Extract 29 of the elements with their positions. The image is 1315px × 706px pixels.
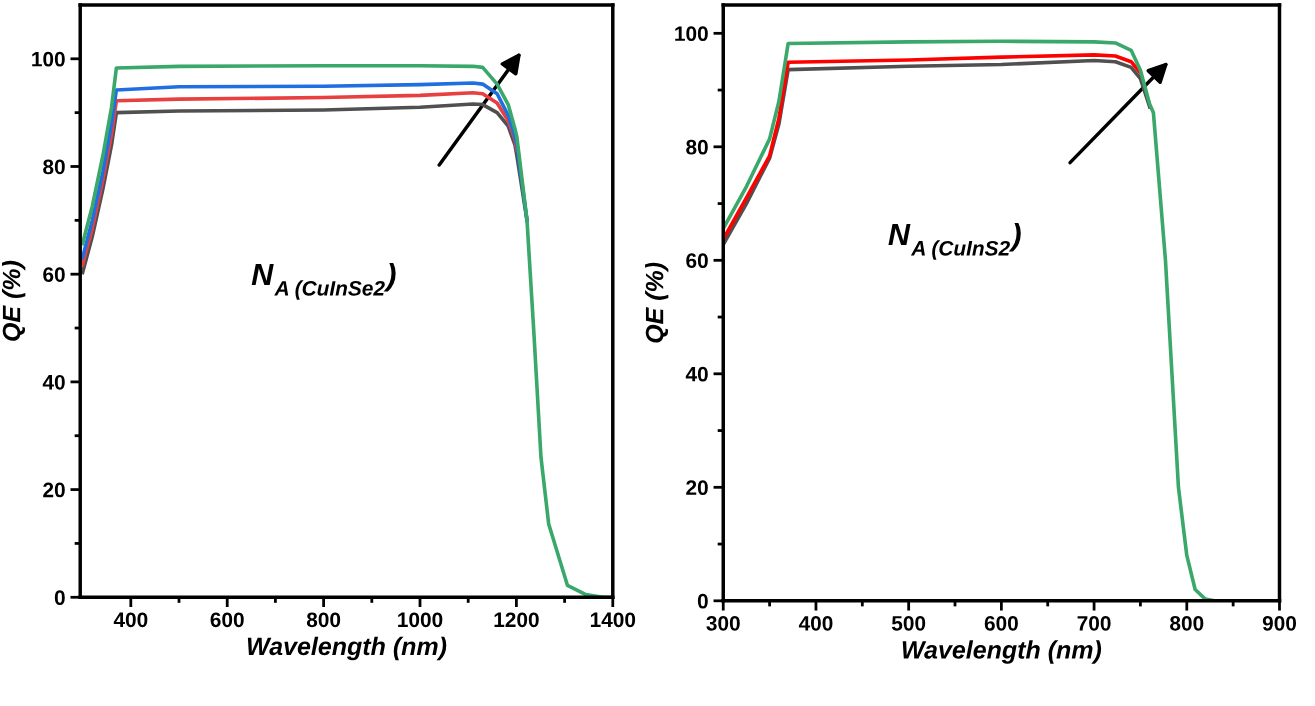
y-tick-label: 0 xyxy=(54,590,65,606)
y-tick-label: 40 xyxy=(42,374,65,390)
x-tick-label: 1000 xyxy=(398,612,443,628)
y-tick-label: 20 xyxy=(686,480,708,496)
x-tick-label: 600 xyxy=(210,612,244,628)
x-tick-label: 1200 xyxy=(494,612,539,628)
y-tick-label: 60 xyxy=(43,267,65,282)
y-tick-label: 80 xyxy=(686,139,708,155)
x-tick-label: 800 xyxy=(306,612,341,628)
x-axis-title: Wavelength (nm) xyxy=(247,636,447,661)
y-axis-title: QE (%) xyxy=(2,260,26,341)
y-tick-label: 60 xyxy=(686,253,708,269)
y-tick-label: 0 xyxy=(697,593,708,609)
y-axis-title: QE (%) xyxy=(645,262,669,343)
x-tick-label: 400 xyxy=(113,612,148,628)
y-tick-label: 80 xyxy=(43,159,65,175)
x-axis-title: Wavelength (nm) xyxy=(902,640,1102,664)
x-tick-label: 1400 xyxy=(590,612,636,628)
y-tick-label: 100 xyxy=(675,26,708,42)
x-tick-label: 800 xyxy=(1170,615,1204,631)
x-tick-label: 400 xyxy=(798,615,833,631)
x-tick-label: 900 xyxy=(1262,615,1297,631)
x-tick-label: 600 xyxy=(984,615,1018,631)
y-tick-label: 40 xyxy=(685,366,708,382)
y-tick-label: 20 xyxy=(43,482,65,498)
x-tick-label: 300 xyxy=(706,615,740,631)
x-tick-label: 500 xyxy=(891,615,926,631)
x-tick-label: 700 xyxy=(1077,615,1111,631)
y-tick-label: 100 xyxy=(32,51,65,67)
